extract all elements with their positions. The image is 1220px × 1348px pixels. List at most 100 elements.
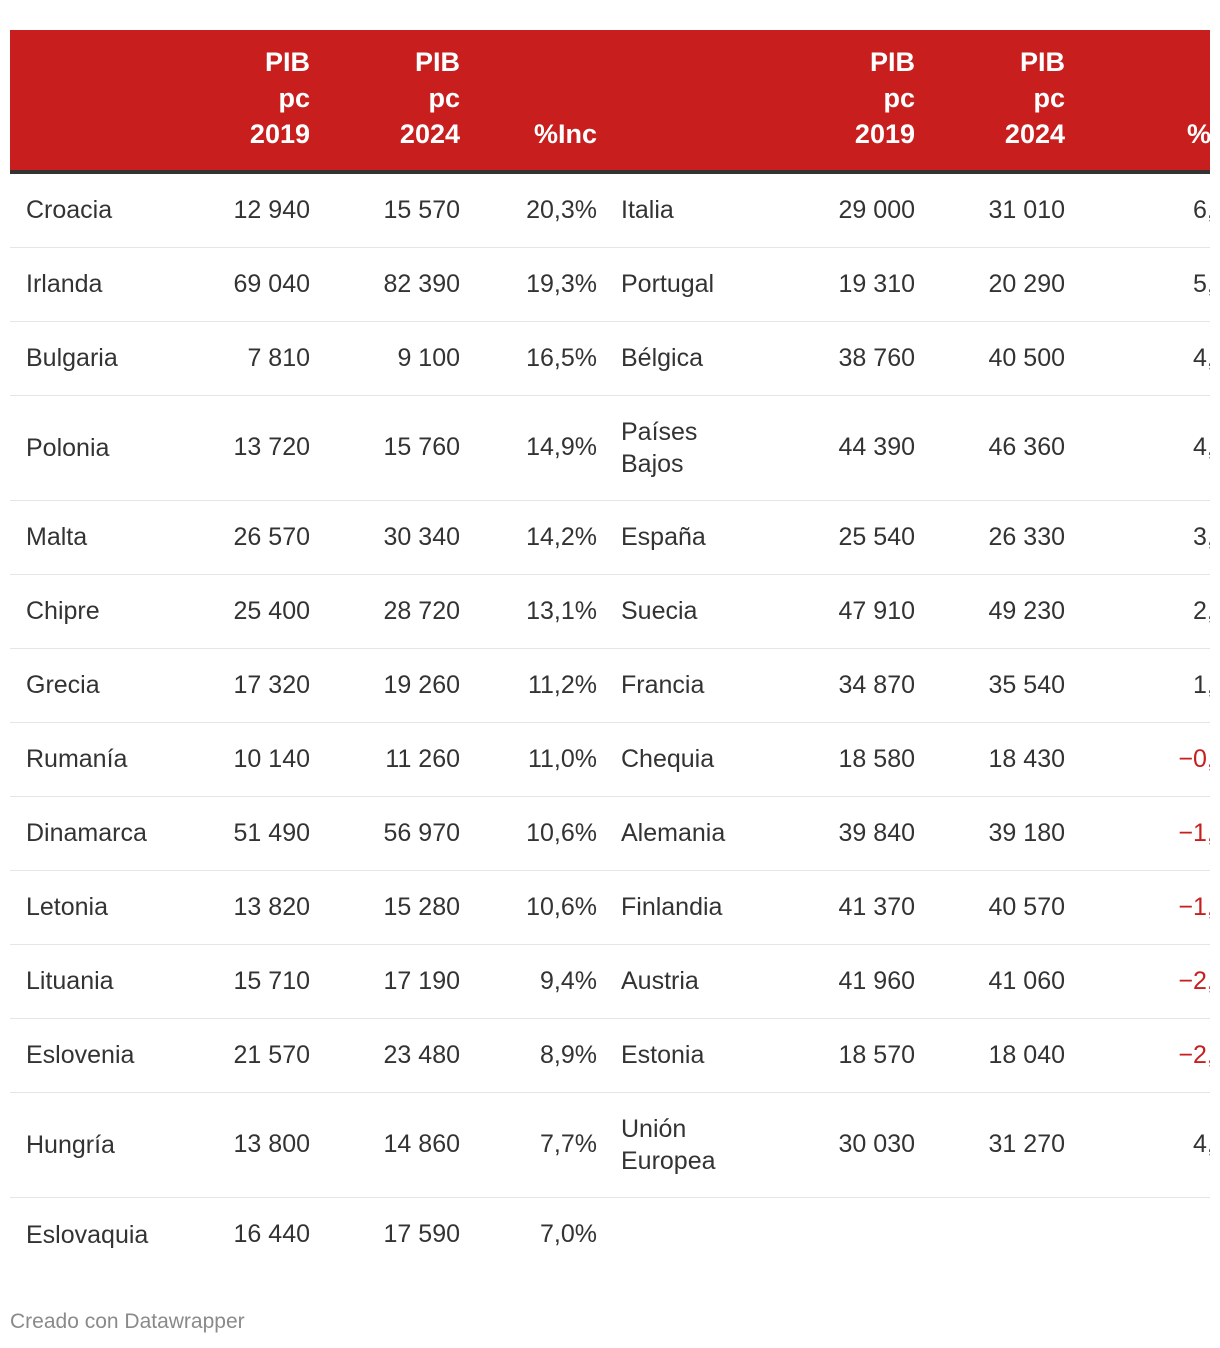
cell-country: Portugal: [621, 270, 715, 298]
cell-pib2019: 25 540: [838, 522, 915, 551]
cell-pib2024: 14 860: [383, 1130, 460, 1158]
table-row: Hungría 13 800 14 860 7,7% Unión Europea 30 0…: [10, 1092, 1210, 1197]
cell-pib2019: 34 870: [838, 670, 915, 699]
header-right-inc: %Inc: [1065, 30, 1210, 170]
table-row: Croacia 12 940 15 570 20,3% Italia 29 000 31 0…: [10, 174, 1210, 247]
cell-pib2024: 9 100: [397, 343, 460, 372]
header-label-line: pc: [883, 83, 915, 113]
cell-pib2019: 10 140: [233, 744, 310, 773]
cell-pib2024: 56 970: [383, 818, 460, 847]
cell-country: Letonia: [26, 893, 109, 921]
cell-pib2024: 17 590: [383, 1220, 460, 1249]
table-row: Dinamarca 51 490 56 970 10,6% Alemania 39 840…: [10, 796, 1210, 870]
cell-pib2024: 26 330: [988, 522, 1065, 551]
cell-increase: 1,9%: [1193, 670, 1210, 699]
cell-increase: −1,7%: [1178, 818, 1210, 847]
cell-increase: 2,8%: [1193, 596, 1210, 625]
cell-country: [597, 1197, 762, 1272]
cell-pib2019: 38 760: [838, 343, 915, 372]
cell-pib2024: 40 500: [988, 343, 1065, 372]
header-label-line: pc: [1033, 83, 1065, 113]
table-row: Bulgaria 7 810 9 100 16,5% Bélgica 38 760 40 5…: [10, 321, 1210, 395]
cell-increase: 10,6%: [526, 818, 597, 847]
cell-pib2019: 47 910: [838, 596, 915, 625]
cell-increase: 7,0%: [540, 1220, 597, 1249]
cell-country: Francia: [621, 671, 705, 699]
cell-pib2019: 39 840: [838, 818, 915, 847]
cell-country: Estonia: [621, 1041, 705, 1069]
cell-increase: 11,0%: [527, 744, 597, 773]
cell-increase: 10,6%: [526, 892, 597, 921]
cell-pib2019: 26 570: [233, 522, 310, 551]
cell-pib2024: 11 260: [385, 744, 460, 773]
cell-pib2024: 17 190: [383, 966, 460, 995]
header-label-line: 2019: [249, 119, 310, 149]
cell-increase: 6,9%: [1193, 195, 1210, 224]
cell-pib2024: 15 280: [383, 892, 460, 921]
gdp-table-container: PIB pc 2019 PIB pc 2024 %Inc PIB pc 2019 PIB pc 2024…: [10, 30, 1210, 1272]
header-right-pib2024: PIB pc 2024: [915, 30, 1065, 170]
cell-increase: −2,9%: [1178, 1040, 1210, 1069]
cell-pib2019: 16 440: [233, 1220, 310, 1249]
cell-country: Finlandia: [621, 893, 723, 921]
cell-country: Chequia: [621, 745, 715, 773]
cell-country: Italia: [621, 196, 674, 225]
cell-pib2019: 13 800: [233, 1130, 310, 1158]
cell-increase: 7,7%: [540, 1130, 597, 1158]
cell-increase: 8,9%: [540, 1040, 597, 1069]
header-right-country: [597, 30, 762, 170]
cell-pib2019: 51 490: [233, 818, 310, 847]
header-label-line: PIB: [414, 47, 460, 77]
cell-pib2024: 39 180: [988, 818, 1065, 847]
header-rule: [10, 170, 1210, 174]
cell-country: Polonia: [26, 433, 110, 462]
cell-country: Hungría: [26, 1130, 115, 1159]
cell-pib2024: 46 360: [988, 433, 1065, 461]
header-label-line: pc: [428, 83, 460, 113]
cell-increase: 14,2%: [526, 522, 597, 551]
cell-country: Austria: [621, 967, 699, 995]
cell-increase: 14,9%: [526, 433, 597, 461]
cell-country: Croacia: [26, 196, 113, 225]
cell-increase: 4,4%: [1193, 433, 1210, 461]
cell-increase: −2,1%: [1178, 966, 1210, 995]
cell-increase: −0,8%: [1178, 744, 1210, 773]
table-row: Chipre 25 400 28 720 13,1% Suecia 47 910 49 23…: [10, 574, 1210, 648]
cell-pib2019: 18 570: [838, 1040, 915, 1069]
table-row: Grecia 17 320 19 260 11,2% Francia 34 870 35 5…: [10, 648, 1210, 722]
cell-pib2019: 15 710: [233, 966, 310, 995]
cell-pib2024: 18 430: [988, 744, 1065, 773]
header-left-inc: %Inc: [460, 30, 597, 170]
cell-pib2024: 18 040: [988, 1040, 1065, 1069]
cell-increase: 13,1%: [526, 596, 597, 625]
header-label-line: 2019: [854, 119, 915, 149]
cell-increase: 11,2%: [527, 670, 597, 699]
cell-country: Irlanda: [26, 270, 103, 298]
cell-increase: 5,1%: [1193, 269, 1210, 298]
table-row: Irlanda 69 040 82 390 19,3% Portugal 19 310 20…: [10, 247, 1210, 321]
cell-pib2024: 23 480: [383, 1040, 460, 1069]
header-label-line: PIB: [264, 47, 310, 77]
cell-pib2019: 41 370: [838, 892, 915, 921]
cell-country: Alemania: [621, 819, 726, 847]
table-row: Polonia 13 720 15 760 14,9% Países Bajos 44 3…: [10, 395, 1210, 500]
table-header: PIB pc 2019 PIB pc 2024 %Inc PIB pc 2019 PIB pc 2024…: [10, 30, 1210, 174]
table-row: Eslovaquia 16 440 17 590 7,0%: [10, 1197, 1210, 1272]
cell-pib2024: 15 760: [383, 433, 460, 461]
cell-country: Bélgica: [621, 344, 703, 372]
header-left-pib2024: PIB pc 2024: [310, 30, 460, 170]
table-row: Lituania 15 710 17 190 9,4% Austria 41 960 41 …: [10, 944, 1210, 1018]
cell-pib2019: 21 570: [233, 1040, 310, 1069]
cell-increase: [1065, 1197, 1210, 1272]
cell-pib2024: 82 390: [383, 269, 460, 298]
cell-pib2019: 13 720: [233, 433, 310, 461]
cell-increase: 3,1%: [1193, 522, 1210, 551]
cell-pib2024: 19 260: [383, 670, 460, 699]
cell-country: Rumanía: [26, 745, 128, 773]
cell-pib2019: 29 000: [838, 195, 915, 224]
gdp-table: PIB pc 2019 PIB pc 2024 %Inc PIB pc 2019 PIB pc 2024…: [10, 30, 1210, 1272]
cell-pib2024: 41 060: [988, 966, 1065, 995]
cell-increase: 20,3%: [526, 195, 597, 224]
cell-pib2024: 35 540: [988, 670, 1065, 699]
cell-country: Unión Europea: [621, 1114, 716, 1175]
